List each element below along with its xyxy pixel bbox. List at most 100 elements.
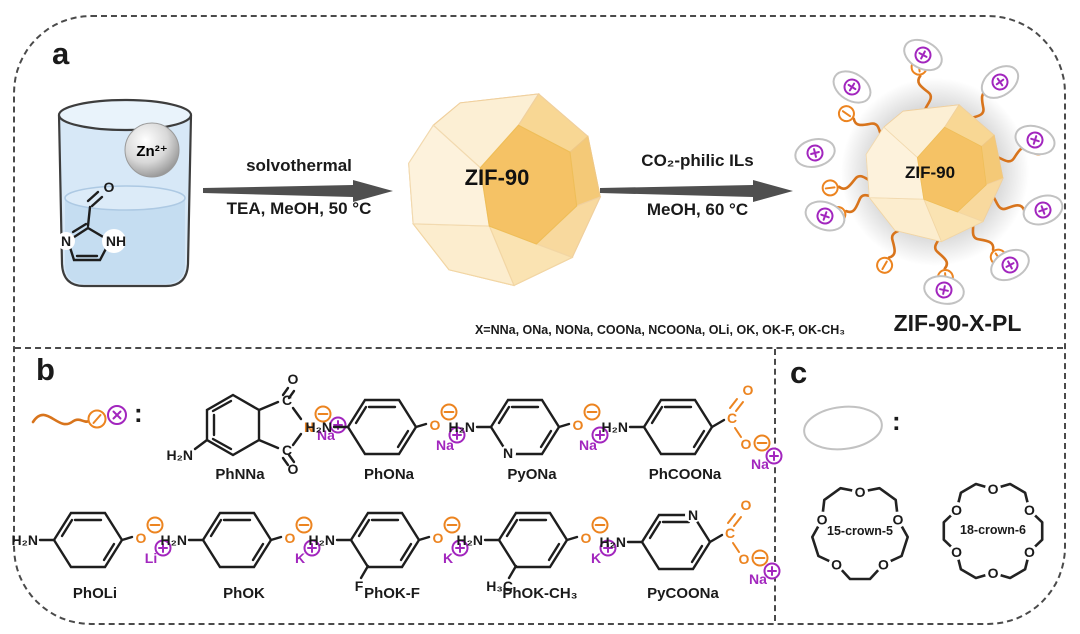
atom-label: O: [288, 461, 299, 477]
svg-text:O: O: [1024, 502, 1035, 518]
atom-label: O: [573, 417, 584, 433]
structure-name: PyCOONa: [647, 585, 719, 602]
arrow2-condition-top: CO₂-philic ILs: [641, 151, 754, 170]
svg-text:O: O: [988, 481, 999, 497]
structure-phcoona: H₂N C O O Na: [602, 382, 783, 472]
cation-label: K: [591, 550, 601, 566]
structure-name: PhOK-CH₃: [502, 585, 578, 602]
cation-label: K: [443, 550, 453, 566]
structure-15-crown-5: O O O O O 15-crown-5: [810, 484, 910, 581]
atom-label: H₂N: [449, 419, 475, 435]
product-name: ZIF-90-X-PL: [893, 310, 1022, 336]
atom-label: O: [430, 417, 441, 433]
panel-b-label: b: [36, 352, 55, 387]
atom-label: O: [285, 530, 296, 546]
atom-label: H₂N: [161, 532, 187, 548]
cation-label: Na: [751, 456, 769, 472]
atom-label: H₂N: [600, 534, 626, 550]
imidazole-carboxaldehyde-structure: N NH O: [57, 179, 126, 262]
panel-divider-horizontal: [15, 347, 1063, 349]
svg-text:O: O: [951, 502, 962, 518]
zinc-ion-label: Zn²⁺: [136, 143, 167, 160]
arrow1-condition-top: solvothermal: [246, 156, 352, 175]
atom-label: H₂N: [457, 532, 483, 548]
cation-label: Na: [436, 437, 454, 453]
product-crystal-label: ZIF-90: [905, 163, 955, 182]
zinc-ion-sphere: [124, 122, 180, 178]
structure-name: PhOK: [223, 585, 265, 602]
structure-pholi: H₂N O Li: [12, 511, 172, 569]
structure-pyona: N H₂N O Na: [449, 398, 609, 461]
atom-label: C: [282, 392, 292, 408]
beaker-rim: [57, 98, 193, 132]
svg-text:O: O: [1024, 544, 1035, 560]
structure-phok-f: H₂N F O K: [309, 511, 469, 594]
cation-label: K: [295, 550, 305, 566]
atom-label: O: [739, 551, 750, 567]
crown-label: 18-crown-6: [960, 523, 1026, 537]
reaction-arrow-2: [600, 180, 793, 202]
cation-label: Na: [579, 437, 597, 453]
panel-c-label: c: [790, 355, 808, 390]
structure-phnna: H₂N C O C O N Na: [167, 371, 347, 477]
structure-name: PhCOONa: [648, 466, 722, 483]
structure-phok: H₂N O K: [161, 511, 321, 569]
beaker-graphic: Zn²⁺ N NH O: [57, 98, 193, 288]
atom-label: O: [433, 530, 444, 546]
cation-label: Na: [749, 571, 767, 587]
structure-name: PhOK-F: [364, 585, 420, 602]
reaction-arrow-1: [203, 180, 393, 202]
figure-border: [13, 15, 1066, 625]
panel-c-colon: :: [892, 406, 901, 436]
atom-label: H₂N: [309, 532, 335, 548]
structure-pycoona: N H₂N C O O Na: [600, 497, 781, 587]
atom-label: O: [288, 371, 299, 387]
atom-label: O: [743, 382, 754, 398]
svg-text:O: O: [878, 556, 889, 572]
crown-label: 15-crown-5: [827, 524, 893, 538]
atom-label: H₂N: [602, 419, 628, 435]
panel-divider-vertical: [774, 349, 776, 621]
panel-a-label: a: [52, 36, 70, 71]
zif90-x-pl-graphic: ZIF-90: [791, 32, 1068, 309]
atom-label: H₂N: [306, 419, 332, 435]
atom-label: NH: [106, 233, 126, 249]
atom-label: H₂N: [167, 447, 193, 463]
structure-name: PhONa: [363, 466, 414, 483]
atom-label: N: [61, 233, 71, 249]
cation-label: Li: [145, 550, 157, 566]
svg-text:O: O: [817, 512, 828, 528]
arrow1-condition-bottom: TEA, MeOH, 50 °C: [226, 199, 372, 218]
crown-oxygens: O O O O O: [814, 484, 906, 573]
atom-label: O: [581, 530, 592, 546]
zif90-crystal-label: ZIF-90: [465, 165, 530, 190]
structure-phona: H₂N O Na: [306, 398, 466, 456]
structure-name: PhOLi: [72, 585, 118, 602]
svg-text:O: O: [893, 512, 904, 528]
arrow2-condition-bottom: MeOH, 60 °C: [646, 200, 749, 219]
tether-legend: [31, 405, 127, 429]
atom-label: H₃C: [486, 578, 513, 594]
svg-text:O: O: [951, 544, 962, 560]
atom-label: C: [282, 442, 292, 458]
atom-label: O: [741, 436, 752, 452]
x-substituent-list: X=NNa, ONa, NONa, COONa, NCOONa, OLi, OK…: [474, 323, 846, 337]
atom-label: F: [355, 578, 364, 594]
oval-legend: [803, 405, 883, 451]
atom-label: O: [136, 530, 147, 546]
atom-label: N: [503, 445, 513, 461]
svg-text:O: O: [831, 556, 842, 572]
svg-text:O: O: [855, 484, 866, 500]
crown-oxygens: O O O O O O: [948, 481, 1038, 581]
atom-label: N: [688, 507, 698, 523]
atom-label: N: [304, 419, 314, 435]
atom-label: O: [741, 497, 752, 513]
atom-label: C: [725, 525, 735, 541]
atom-label: C: [727, 410, 737, 426]
zif90-crystal: ZIF-90: [408, 93, 601, 287]
panel-b-colon: :: [134, 398, 143, 428]
structure-phok-ch3: H₂N H₃C O K: [457, 511, 617, 594]
atom-label: H₂N: [12, 532, 38, 548]
cation-label: Na: [317, 427, 335, 443]
